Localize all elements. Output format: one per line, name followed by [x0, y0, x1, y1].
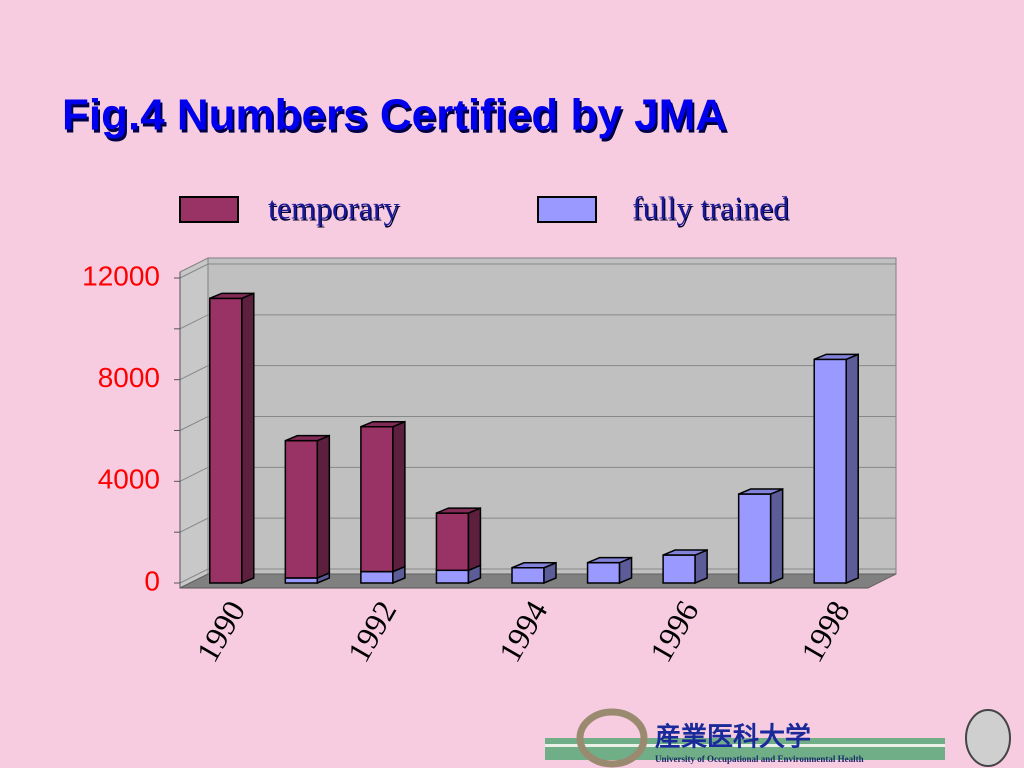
footer: 産業医科大学 University of Occupational and En… — [545, 708, 1011, 768]
bar-segment — [586, 556, 633, 585]
legend-swatch — [537, 196, 597, 223]
bar-front — [284, 577, 319, 584]
legend-label: temporary — [268, 189, 400, 225]
bar-front — [284, 439, 319, 579]
bar-top — [738, 488, 783, 495]
portrait — [965, 709, 1011, 767]
grid-line — [179, 466, 896, 482]
bar-side — [392, 420, 406, 573]
bar-front — [360, 570, 394, 584]
bar-top — [360, 420, 406, 428]
bar-front — [435, 512, 470, 572]
bar-front — [435, 569, 470, 584]
university-name: 産業医科大学 — [655, 722, 811, 753]
bar-front — [360, 425, 394, 573]
grid-line — [179, 263, 896, 279]
bar-top — [511, 562, 557, 569]
legend-label: fully trained — [632, 189, 789, 225]
bar-segment — [209, 292, 255, 585]
bar-front — [511, 567, 545, 584]
bar-segment — [284, 434, 331, 580]
grid-line — [179, 314, 896, 330]
bar-top — [285, 434, 330, 442]
bar-front — [662, 554, 696, 584]
legend-label: temporary — [269, 191, 401, 227]
bar-top — [813, 353, 859, 361]
y-tick-label: 0 — [144, 565, 160, 596]
y-tick-label: 4000 — [98, 464, 160, 495]
logo-mark — [576, 708, 648, 768]
y-tick-label: 8000 — [98, 362, 160, 393]
bar-side — [769, 487, 784, 585]
bar-top — [662, 549, 708, 556]
bar-top — [436, 507, 481, 514]
bar-side — [845, 353, 859, 585]
bar-segment — [662, 548, 708, 585]
bar-segment — [435, 506, 482, 572]
bar-segment — [511, 561, 557, 585]
legend-label: fully trained — [633, 191, 790, 227]
bar-side — [241, 292, 255, 585]
bar-segment — [360, 420, 406, 573]
y-tick-label: 12000 — [82, 260, 160, 291]
grid-line — [179, 416, 896, 431]
bar-front — [813, 358, 847, 584]
bar-front — [586, 561, 621, 584]
bar-side — [467, 506, 482, 572]
legend-swatch — [179, 196, 239, 223]
bar-front — [209, 297, 243, 584]
bar-top — [587, 556, 632, 564]
bar-top — [209, 292, 255, 300]
bar-front — [737, 493, 772, 584]
grid-line — [179, 517, 896, 533]
chart-title-shadow: Fig.4 Numbers Certified by JMA — [64, 94, 729, 143]
bar-segment — [813, 353, 859, 585]
grid-line — [179, 365, 896, 381]
bar-segment — [737, 487, 784, 585]
bar-side — [316, 434, 331, 580]
chart-title: Fig.4 Numbers Certified by JMA — [62, 91, 727, 140]
university-english: University of Occupational and Environme… — [655, 754, 864, 764]
footer-stripe-line — [545, 744, 945, 747]
